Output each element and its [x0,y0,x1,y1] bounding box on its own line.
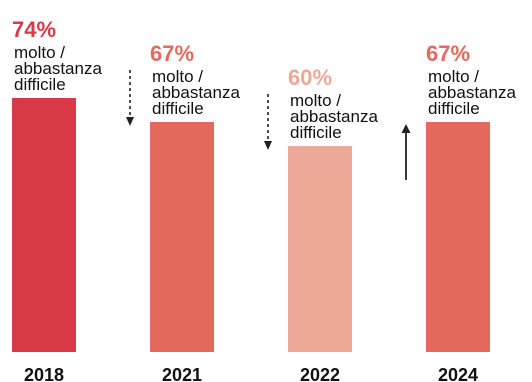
bar-caption-line-2024-2: abbastanza [428,83,516,102]
bar-caption-line-2018-3: difficile [14,75,66,94]
trend-arrow-down-icon-2022 [264,94,272,151]
bar-caption-line-2022-3: difficile [290,123,342,142]
bar-2018 [12,98,76,352]
bar-2021 [150,122,214,352]
bar-caption-line-2021-1: molto / [152,67,203,86]
bar-caption-line-2021-3: difficile [152,99,204,118]
bar-caption-line-2018-1: molto / [14,43,65,62]
bars-layer [12,98,490,352]
trend-arrows-layer [126,70,411,181]
bar-caption-line-2021-2: abbastanza [152,83,240,102]
year-label-2024: 2024 [438,365,478,382]
value-label-2021: 67% [150,41,194,66]
bar-caption-line-2022-2: abbastanza [290,107,378,126]
value-label-2022: 60% [288,65,332,90]
year-label-2018: 2018 [24,365,64,382]
bar-caption-line-2018-2: abbastanza [14,59,102,78]
trend-arrow-down-icon-2021 [126,70,134,127]
bar-2022 [288,146,352,352]
bar-2024 [426,122,490,352]
year-label-2022: 2022 [300,365,340,382]
trend-arrow-up-icon-2024 [401,124,411,181]
year-label-2021: 2021 [162,365,202,382]
value-label-2024: 67% [426,41,470,66]
bar-caption-line-2024-1: molto / [428,67,479,86]
value-label-2018: 74% [12,17,56,42]
year-labels-layer: 2018 2021 2022 2024 [24,365,478,382]
bar-caption-line-2024-3: difficile [428,99,480,118]
bar-caption-line-2022-1: molto / [290,91,341,110]
